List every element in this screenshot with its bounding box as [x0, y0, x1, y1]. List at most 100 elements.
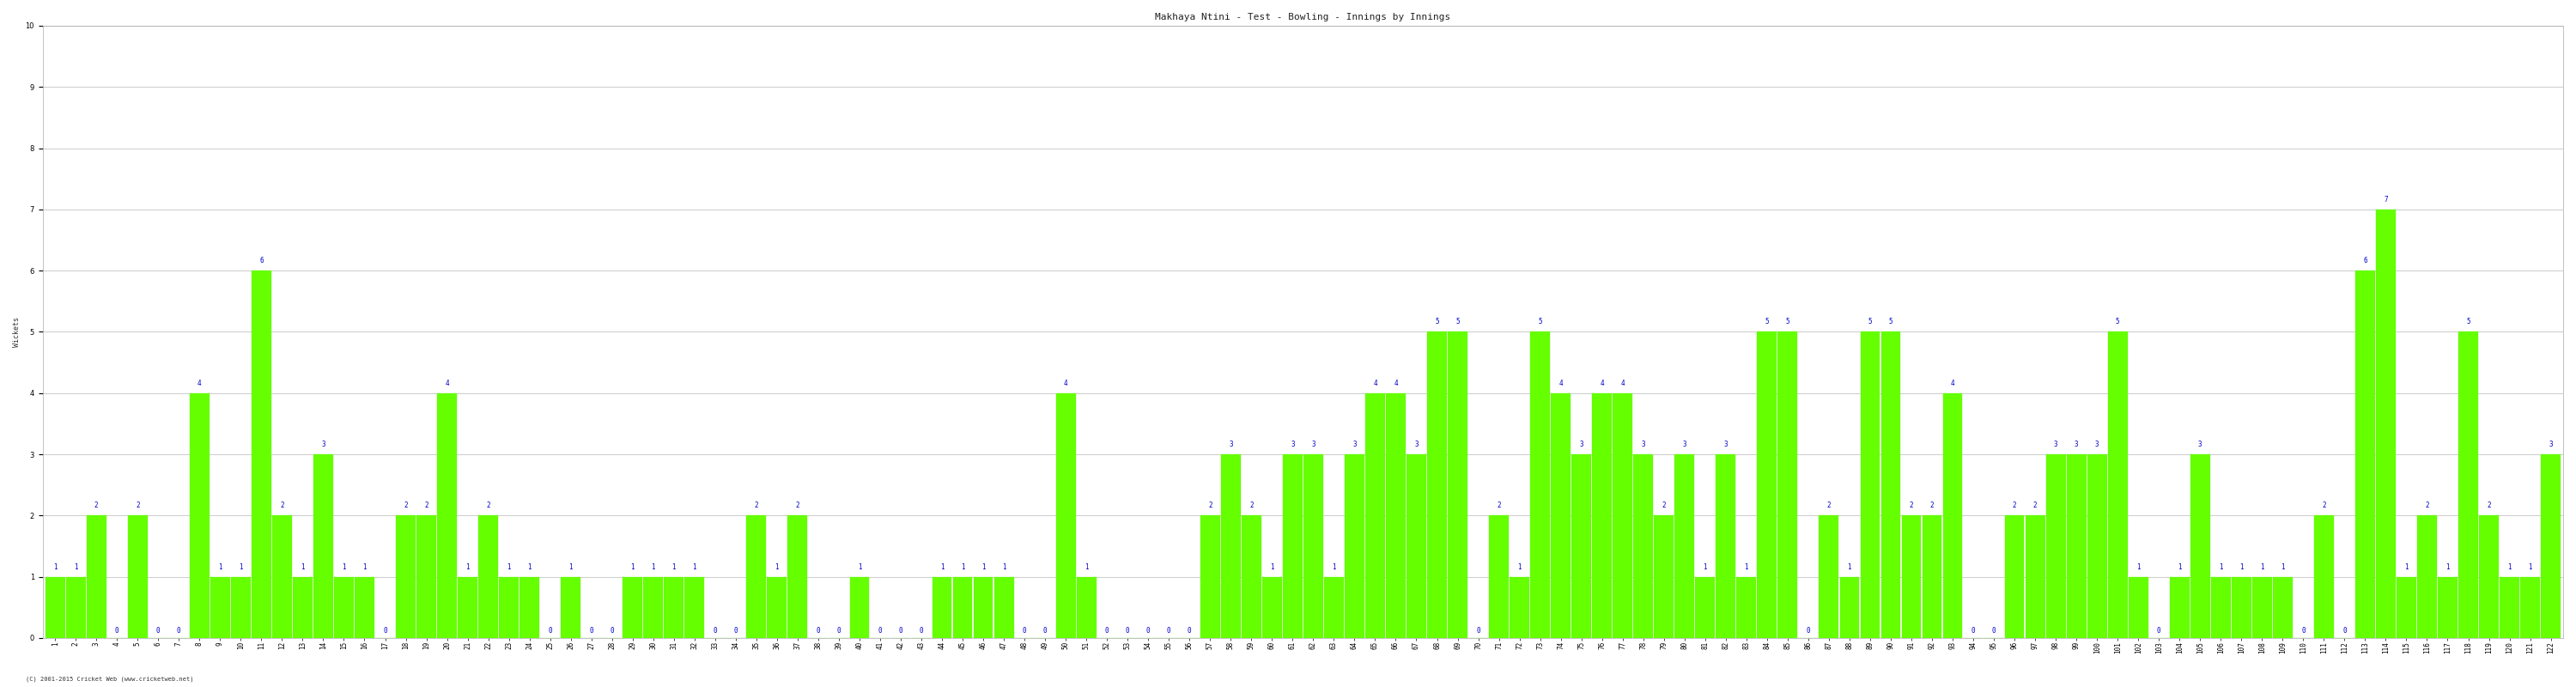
Text: 6: 6	[2362, 257, 2367, 264]
Text: 1: 1	[2280, 563, 2285, 571]
Text: 2: 2	[1909, 502, 1914, 510]
Text: 5: 5	[2465, 318, 2470, 326]
Bar	[1200, 515, 1221, 638]
Text: 1: 1	[2259, 563, 2264, 571]
Bar	[1777, 332, 1798, 638]
Bar	[1262, 577, 1283, 638]
Text: 1: 1	[528, 563, 531, 571]
Text: 0: 0	[1167, 627, 1172, 635]
Text: 0: 0	[1023, 627, 1025, 635]
Bar	[1736, 577, 1757, 638]
Bar	[1839, 577, 1860, 638]
Bar	[994, 577, 1015, 638]
Text: 0: 0	[920, 627, 922, 635]
Text: 1: 1	[569, 563, 572, 571]
Text: 1: 1	[2506, 563, 2512, 571]
Text: 0: 0	[1043, 627, 1046, 635]
Text: 2: 2	[2012, 502, 2017, 510]
Text: 0: 0	[116, 627, 118, 635]
Text: 1: 1	[2403, 563, 2409, 571]
Bar	[2396, 577, 2416, 638]
Bar	[129, 515, 147, 638]
Text: 1: 1	[652, 563, 654, 571]
Text: 5: 5	[1435, 318, 1440, 326]
Text: 5: 5	[1455, 318, 1461, 326]
Bar	[273, 515, 291, 638]
Bar	[665, 577, 683, 638]
Text: 0: 0	[1188, 627, 1193, 635]
Text: 1: 1	[2177, 563, 2182, 571]
Bar	[2437, 577, 2458, 638]
Bar	[2004, 515, 2025, 638]
Bar	[1530, 332, 1551, 638]
Bar	[1510, 577, 1530, 638]
Text: 4: 4	[198, 379, 201, 387]
Bar	[397, 515, 415, 638]
Text: 7: 7	[2383, 196, 2388, 203]
Text: 0: 0	[1126, 627, 1131, 635]
Text: 4: 4	[1558, 379, 1564, 387]
Text: 2: 2	[2032, 502, 2038, 510]
Bar	[1345, 454, 1365, 638]
Bar	[1571, 454, 1592, 638]
Bar	[500, 577, 518, 638]
Text: 1: 1	[1270, 563, 1275, 571]
Bar	[1406, 454, 1427, 638]
Bar	[1551, 393, 1571, 638]
Bar	[252, 271, 270, 638]
Bar	[1695, 577, 1716, 638]
Text: 3: 3	[1682, 440, 1687, 448]
Bar	[1303, 454, 1324, 638]
Text: 0: 0	[549, 627, 551, 635]
Text: 5: 5	[1765, 318, 1770, 326]
Text: 1: 1	[2239, 563, 2244, 571]
Bar	[685, 577, 703, 638]
Text: 0: 0	[178, 627, 180, 635]
Bar	[2354, 271, 2375, 638]
Text: 2: 2	[1826, 502, 1832, 510]
Bar	[232, 577, 250, 638]
Bar	[1448, 332, 1468, 638]
Bar	[2313, 515, 2334, 638]
Text: 1: 1	[240, 563, 242, 571]
Text: 3: 3	[1414, 440, 1419, 448]
Bar	[1757, 332, 1777, 638]
Text: 3: 3	[1641, 440, 1646, 448]
Bar	[2128, 577, 2148, 638]
Bar	[1922, 515, 1942, 638]
Bar	[1860, 332, 1880, 638]
Bar	[788, 515, 806, 638]
Text: 0: 0	[1991, 627, 1996, 635]
Bar	[2107, 332, 2128, 638]
Bar	[1242, 515, 1262, 638]
Text: 5: 5	[1868, 318, 1873, 326]
Bar	[479, 515, 497, 638]
Text: 0: 0	[1146, 627, 1151, 635]
Text: 4: 4	[1064, 379, 1066, 387]
Text: 2: 2	[2321, 502, 2326, 510]
Text: 1: 1	[775, 563, 778, 571]
Bar	[1221, 454, 1242, 638]
Text: 1: 1	[54, 563, 57, 571]
Bar	[2045, 454, 2066, 638]
Text: 0: 0	[2342, 627, 2347, 635]
Bar	[768, 577, 786, 638]
Bar	[2210, 577, 2231, 638]
Bar	[2540, 454, 2561, 638]
Text: 0: 0	[590, 627, 592, 635]
Bar	[2025, 515, 2045, 638]
Text: 1: 1	[219, 563, 222, 571]
Bar	[1880, 332, 1901, 638]
Text: 4: 4	[446, 379, 448, 387]
Text: 0: 0	[734, 627, 737, 635]
Bar	[46, 577, 64, 638]
Bar	[1674, 454, 1695, 638]
Bar	[850, 577, 868, 638]
Bar	[1654, 515, 1674, 638]
Text: 1: 1	[693, 563, 696, 571]
Text: 3: 3	[1352, 440, 1358, 448]
Text: 1: 1	[1744, 563, 1749, 571]
Bar	[1427, 332, 1448, 638]
Text: 2: 2	[487, 502, 489, 510]
Bar	[2458, 332, 2478, 638]
